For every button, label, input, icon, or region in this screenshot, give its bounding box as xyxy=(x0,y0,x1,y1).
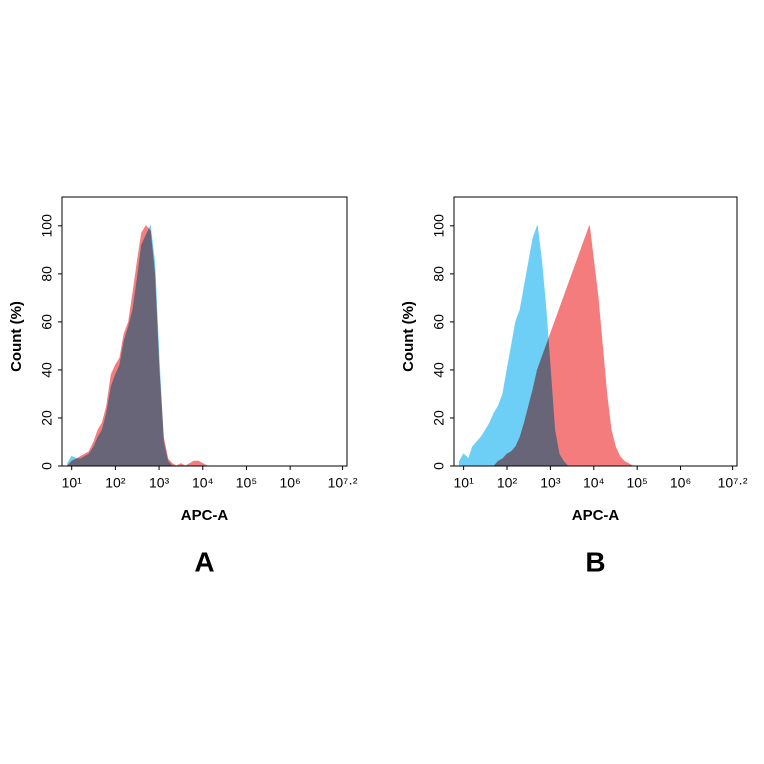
y-tick-label: 40 xyxy=(39,362,55,378)
x-tick-label: 10⁵ xyxy=(626,475,647,491)
y-tick-label: 20 xyxy=(431,410,447,426)
y-tick-label: 60 xyxy=(431,314,447,330)
x-tick-label: 10⁷·² xyxy=(328,475,358,491)
y-tick-label: 0 xyxy=(431,462,447,470)
x-tick-label: 10⁴ xyxy=(583,475,605,491)
plot-frame xyxy=(61,196,348,467)
x-tick-label: 10¹ xyxy=(454,475,475,491)
y-axis-label: Count (%) xyxy=(400,301,417,372)
x-tick-label: 10² xyxy=(105,475,126,491)
histogram-area xyxy=(67,224,247,467)
y-tick-label: 100 xyxy=(39,214,55,238)
x-tick-label: 10² xyxy=(497,475,518,491)
x-tick-label: 10⁴ xyxy=(192,475,214,491)
x-tick-label: 10⁶ xyxy=(670,475,691,491)
panel-label: B xyxy=(585,546,605,577)
x-tick-label: 10³ xyxy=(149,475,170,491)
y-tick-label: 40 xyxy=(431,362,447,378)
x-tick-label: 10⁵ xyxy=(236,475,257,491)
y-tick-label: 80 xyxy=(431,266,447,282)
panel-label: A xyxy=(194,546,214,577)
y-tick-label: 100 xyxy=(431,214,447,238)
panel: 0 20 40 60 80 100 10¹ 10² 10³ 10⁴ 10⁵ 10⁶ 10⁷·² APC-A… xyxy=(8,196,358,577)
x-tick-label: 10⁷·² xyxy=(718,475,748,491)
panel: 0 20 40 60 80 100 10¹ 10² 10³ 10⁴ 10⁵ 10⁶ 10⁷·² APC-A… xyxy=(400,196,748,577)
x-tick-label: 10⁶ xyxy=(279,475,300,491)
x-axis-label: APC-A xyxy=(572,507,620,524)
x-axis-label: APC-A xyxy=(181,507,229,524)
plot-frame xyxy=(453,196,738,467)
y-tick-label: 60 xyxy=(39,314,55,330)
x-tick-label: 10¹ xyxy=(62,475,83,491)
x-tick-label: 10³ xyxy=(540,475,561,491)
y-tick-label: 80 xyxy=(39,266,55,282)
y-tick-label: 0 xyxy=(39,462,55,470)
y-axis-label: Count (%) xyxy=(8,301,25,372)
y-tick-label: 20 xyxy=(39,410,55,426)
